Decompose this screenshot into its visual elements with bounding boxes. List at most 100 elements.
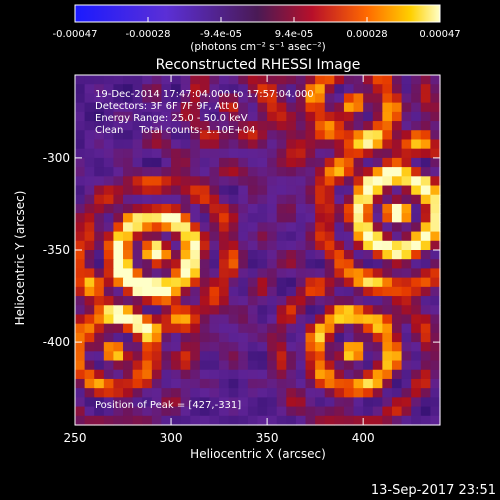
flux-pixel <box>219 176 230 187</box>
flux-pixel <box>75 240 86 251</box>
flux-pixel <box>75 84 86 95</box>
flux-pixel <box>295 397 307 408</box>
flux-pixel <box>84 130 95 141</box>
flux-pixel <box>295 388 307 398</box>
flux-pixel <box>334 194 345 205</box>
flux-pixel <box>391 314 403 325</box>
flux-pixel <box>286 222 297 233</box>
flux-pixel <box>401 305 412 316</box>
flux-pixel <box>334 296 345 306</box>
flux-pixel <box>209 296 220 306</box>
flux-pixel <box>94 406 105 417</box>
flux-pixel <box>151 360 163 371</box>
flux-pixel <box>334 351 345 362</box>
flux-pixel <box>257 296 268 306</box>
flux-pixel <box>257 268 268 279</box>
flux-pixel <box>151 323 163 334</box>
flux-pixel <box>113 415 124 426</box>
flux-pixel <box>411 323 422 334</box>
flux-pixel <box>94 250 105 260</box>
flux-pixel <box>267 102 278 113</box>
flux-pixel <box>430 388 441 398</box>
flux-pixel <box>171 121 182 131</box>
flux-pixel <box>84 314 95 325</box>
flux-pixel <box>295 185 307 196</box>
flux-pixel <box>334 415 345 426</box>
flux-pixel <box>286 167 297 177</box>
flux-pixel <box>324 268 335 279</box>
flux-pixel <box>315 342 326 352</box>
flux-pixel <box>171 397 182 408</box>
flux-pixel <box>228 314 239 325</box>
flux-pixel <box>209 139 220 150</box>
flux-pixel <box>276 268 287 279</box>
flux-pixel <box>295 222 307 233</box>
flux-pixel <box>171 231 182 242</box>
flux-pixel <box>411 286 422 297</box>
flux-pixel <box>353 250 364 260</box>
flux-pixel <box>334 314 345 325</box>
flux-pixel <box>343 240 355 251</box>
flux-pixel <box>382 360 393 371</box>
flux-pixel <box>372 388 383 398</box>
flux-pixel <box>151 415 163 426</box>
flux-pixel <box>372 360 383 371</box>
flux-pixel <box>161 360 172 371</box>
flux-pixel <box>123 259 134 270</box>
flux-pixel <box>103 397 115 408</box>
flux-pixel <box>382 185 393 196</box>
flux-pixel <box>315 388 326 398</box>
flux-pixel <box>343 369 355 380</box>
flux-pixel <box>363 148 374 159</box>
flux-pixel <box>238 157 249 168</box>
flux-pixel <box>420 203 431 214</box>
flux-pixel <box>324 277 335 288</box>
flux-pixel <box>372 148 383 159</box>
flux-pixel <box>391 167 403 177</box>
flux-pixel <box>228 378 239 389</box>
flux-pixel <box>180 259 191 270</box>
flux-pixel <box>190 240 201 251</box>
flux-pixel <box>276 121 287 131</box>
flux-pixel <box>209 102 220 113</box>
flux-pixel <box>295 286 307 297</box>
flux-pixel <box>113 388 124 398</box>
flux-pixel <box>199 342 211 352</box>
flux-pixel <box>151 406 163 417</box>
flux-pixel <box>199 397 211 408</box>
flux-pixel <box>199 277 211 288</box>
flux-pixel <box>324 157 335 168</box>
flux-pixel <box>238 84 249 95</box>
flux-pixel <box>190 203 201 214</box>
flux-pixel <box>142 203 153 214</box>
flux-pixel <box>276 93 287 104</box>
flux-pixel <box>430 222 441 233</box>
flux-pixel <box>257 415 268 426</box>
flux-pixel <box>353 314 364 325</box>
flux-pixel <box>219 378 230 389</box>
flux-pixel <box>84 277 95 288</box>
flux-pixel <box>132 167 143 177</box>
flux-pixel <box>315 176 326 187</box>
flux-pixel <box>372 84 383 95</box>
flux-pixel <box>75 250 86 260</box>
flux-pixel <box>295 296 307 306</box>
flux-pixel <box>219 259 230 270</box>
flux-pixel <box>305 351 316 362</box>
flux-pixel <box>75 378 86 389</box>
flux-pixel <box>228 323 239 334</box>
flux-pixel <box>353 176 364 187</box>
flux-pixel <box>171 222 182 233</box>
flux-pixel <box>315 415 326 426</box>
flux-pixel <box>363 305 374 316</box>
flux-pixel <box>228 139 239 150</box>
flux-pixel <box>123 167 134 177</box>
flux-pixel <box>382 277 393 288</box>
flux-pixel <box>190 378 201 389</box>
flux-pixel <box>315 397 326 408</box>
flux-pixel <box>382 323 393 334</box>
flux-pixel <box>286 157 297 168</box>
flux-pixel <box>363 250 374 260</box>
flux-pixel <box>334 305 345 316</box>
flux-pixel <box>276 351 287 362</box>
